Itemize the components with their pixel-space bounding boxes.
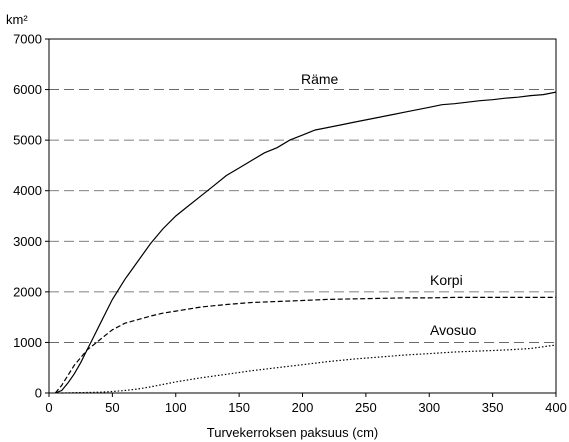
y-tick-label-4000: 4000 xyxy=(13,183,42,198)
plot-frame xyxy=(48,38,557,394)
x-tick-label-200: 200 xyxy=(292,400,314,415)
y-tick-label-2000: 2000 xyxy=(13,284,42,299)
axis-ticks: 0 1000 2000 3000 4000 5000 6000 7000 0 50 100 150 20… xyxy=(13,32,567,416)
y-axis-title: km² xyxy=(6,12,28,27)
series-labels: Räme Korpi Avosuo xyxy=(301,71,477,338)
x-tick-label-300: 300 xyxy=(418,400,440,415)
x-tick-label-50: 50 xyxy=(105,400,119,415)
x-axis-title: Turvekerroksen paksuus (cm) xyxy=(207,425,378,440)
series-line-r-me xyxy=(55,91,557,394)
series-label-r-me: Räme xyxy=(301,71,339,87)
x-tick-label-400: 400 xyxy=(545,400,567,415)
y-tick-label-3000: 3000 xyxy=(13,234,42,249)
y-tick-label-7000: 7000 xyxy=(13,32,42,47)
series-line-avosuo xyxy=(61,344,557,394)
series-line-korpi xyxy=(54,296,556,394)
series-label-avosuo: Avosuo xyxy=(430,322,477,338)
x-tick-label-350: 350 xyxy=(482,400,504,415)
y-tick-label-5000: 5000 xyxy=(13,133,42,148)
x-tick-label-150: 150 xyxy=(228,400,250,415)
x-tick-label-0: 0 xyxy=(45,400,52,415)
y-tick-label-1000: 1000 xyxy=(13,335,42,350)
x-tick-label-250: 250 xyxy=(355,400,377,415)
series-lines xyxy=(54,91,557,394)
x-tick-label-100: 100 xyxy=(165,400,187,415)
series-label-korpi: Korpi xyxy=(430,272,463,288)
y-tick-label-0: 0 xyxy=(35,386,42,401)
y-tick-label-6000: 6000 xyxy=(13,82,42,97)
gridlines xyxy=(49,89,556,343)
